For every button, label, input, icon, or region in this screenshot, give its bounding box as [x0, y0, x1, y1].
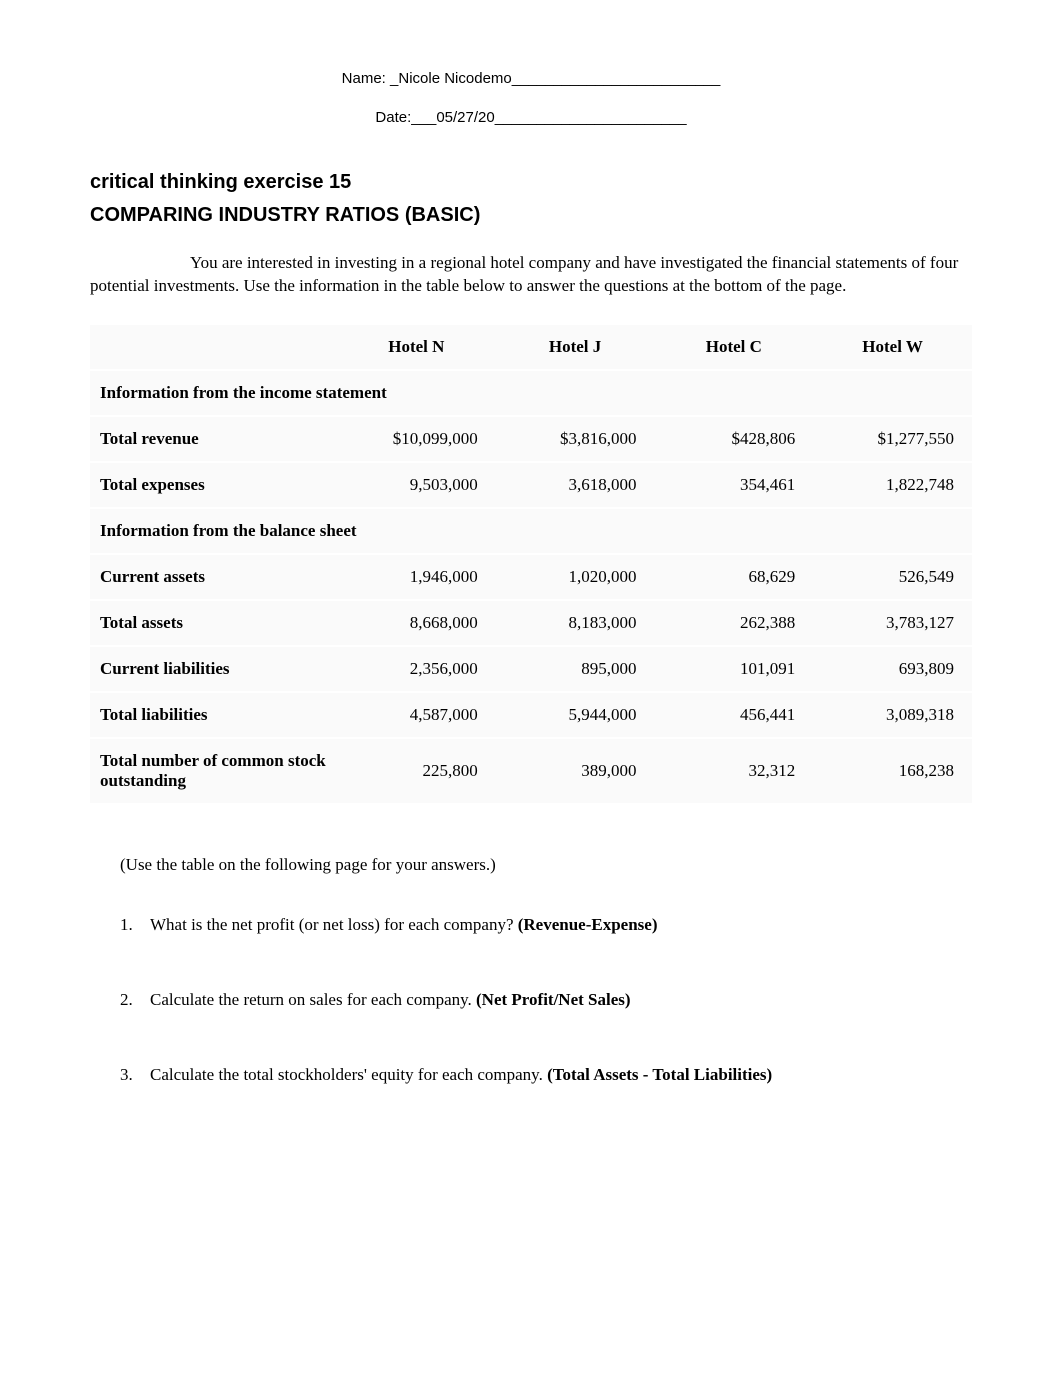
intro-paragraph: You are interested in investing in a reg… [90, 252, 972, 298]
table-cell: 456,441 [654, 692, 813, 738]
table-cell: $428,806 [654, 416, 813, 462]
table-cell: 3,089,318 [813, 692, 972, 738]
question-item: 2. Calculate the return on sales for eac… [120, 990, 972, 1010]
table-section-row: Information from the balance sheet [90, 508, 972, 554]
question-number: 3. [120, 1065, 150, 1085]
table-cell: 693,809 [813, 646, 972, 692]
name-value: _Nicole Nicodemo________________________… [390, 70, 720, 87]
intro-text: You are interested in investing in a reg… [90, 253, 958, 295]
title-line1: critical thinking exercise 15 [90, 171, 972, 194]
table-row: Total revenue $10,099,000 $3,816,000 $42… [90, 416, 972, 462]
table-cell: 5,944,000 [496, 692, 655, 738]
table-cell: 1,822,748 [813, 462, 972, 508]
table-cell: 2,356,000 [337, 646, 496, 692]
row-label: Current liabilities [90, 646, 337, 692]
header-info: Name: _Nicole Nicodemo__________________… [90, 70, 972, 126]
question-formula: (Net Profit/Net Sales) [476, 990, 631, 1009]
date-label: Date:___ [375, 109, 436, 126]
table-header-hotel-n: Hotel N [337, 324, 496, 370]
date-value: 05/27/20_______________________ [436, 109, 686, 126]
section-header-income: Information from the income statement [90, 370, 972, 416]
title-line2: COMPARING INDUSTRY RATIOS (BASIC) [90, 204, 972, 227]
table-cell: $1,277,550 [813, 416, 972, 462]
table-cell: 168,238 [813, 738, 972, 804]
table-cell: 32,312 [654, 738, 813, 804]
question-number: 2. [120, 990, 150, 1010]
table-row: Total assets 8,668,000 8,183,000 262,388… [90, 600, 972, 646]
question-item: 3. Calculate the total stockholders' equ… [120, 1065, 972, 1085]
table-cell: 68,629 [654, 554, 813, 600]
table-cell: 225,800 [337, 738, 496, 804]
name-label: Name: [342, 70, 390, 87]
table-header-hotel-j: Hotel J [496, 324, 655, 370]
table-cell: 354,461 [654, 462, 813, 508]
table-cell: 895,000 [496, 646, 655, 692]
financial-table: Hotel N Hotel J Hotel C Hotel W Informat… [90, 323, 972, 805]
question-formula: (Total Assets - Total Liabilities) [547, 1065, 772, 1084]
table-cell: 3,618,000 [496, 462, 655, 508]
table-cell: 389,000 [496, 738, 655, 804]
question-text: What is the net profit (or net loss) for… [150, 915, 972, 935]
row-label: Total expenses [90, 462, 337, 508]
date-line: Date:___05/27/20_______________________ [90, 109, 972, 126]
note-text: (Use the table on the following page for… [120, 855, 972, 875]
question-text: Calculate the return on sales for each c… [150, 990, 972, 1010]
section-header-balance: Information from the balance sheet [90, 508, 972, 554]
table-header-row: Hotel N Hotel J Hotel C Hotel W [90, 324, 972, 370]
title-section: critical thinking exercise 15 COMPARING … [90, 171, 972, 227]
row-label: Total liabilities [90, 692, 337, 738]
table-cell: 1,946,000 [337, 554, 496, 600]
row-label: Total number of common stock outstanding [90, 738, 337, 804]
table-cell: 1,020,000 [496, 554, 655, 600]
table-row: Total number of common stock outstanding… [90, 738, 972, 804]
table-header-blank [90, 324, 337, 370]
table-row: Total liabilities 4,587,000 5,944,000 45… [90, 692, 972, 738]
row-label: Total assets [90, 600, 337, 646]
name-line: Name: _Nicole Nicodemo__________________… [90, 70, 972, 87]
table-row: Total expenses 9,503,000 3,618,000 354,4… [90, 462, 972, 508]
table-cell: 4,587,000 [337, 692, 496, 738]
table-cell: 3,783,127 [813, 600, 972, 646]
table-cell: $10,099,000 [337, 416, 496, 462]
table-cell: 526,549 [813, 554, 972, 600]
row-label: Current assets [90, 554, 337, 600]
table-row: Current liabilities 2,356,000 895,000 10… [90, 646, 972, 692]
row-label: Total revenue [90, 416, 337, 462]
table-cell: 101,091 [654, 646, 813, 692]
table-cell: $3,816,000 [496, 416, 655, 462]
table-cell: 262,388 [654, 600, 813, 646]
table-header-hotel-w: Hotel W [813, 324, 972, 370]
question-number: 1. [120, 915, 150, 935]
table-section-row: Information from the income statement [90, 370, 972, 416]
question-item: 1. What is the net profit (or net loss) … [120, 915, 972, 935]
table-row: Current assets 1,946,000 1,020,000 68,62… [90, 554, 972, 600]
table-header-hotel-c: Hotel C [654, 324, 813, 370]
table-cell: 8,668,000 [337, 600, 496, 646]
table-cell: 8,183,000 [496, 600, 655, 646]
questions-list: 1. What is the net profit (or net loss) … [120, 915, 972, 1085]
question-formula: (Revenue-Expense) [518, 915, 658, 934]
question-text: Calculate the total stockholders' equity… [150, 1065, 972, 1085]
table-cell: 9,503,000 [337, 462, 496, 508]
